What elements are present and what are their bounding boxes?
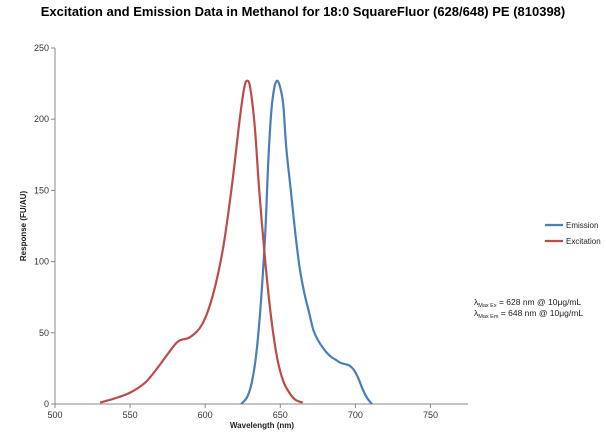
x-tick-label: 550	[123, 410, 138, 420]
y-tick-label: 100	[34, 257, 49, 267]
x-tick-label: 750	[423, 410, 438, 420]
chart-title: Excitation and Emission Data in Methanol…	[41, 4, 566, 19]
legend-label-excitation: Excitation	[566, 237, 601, 246]
lambda-max-annotation: λMax Ex = 628 nm @ 10μg/mL	[474, 297, 582, 309]
series-line-emission	[240, 79, 373, 405]
y-tick-label: 250	[34, 43, 49, 53]
legend-label-emission: Emission	[566, 221, 598, 230]
legend: Emission Excitation	[545, 221, 601, 246]
x-tick-label: 500	[47, 410, 62, 420]
x-tick-label: 700	[348, 410, 363, 420]
x-tick-label: 650	[273, 410, 288, 420]
y-tick-label: 200	[34, 114, 49, 124]
y-tick-label: 150	[34, 185, 49, 195]
y-axis-label: Response (FU/AU)	[19, 191, 28, 262]
x-axis-label: Wavelength (nm)	[230, 421, 294, 430]
axes: 0 50 100 150 200 250 500 550 600 650 700 750	[34, 43, 468, 420]
lambda-max-annotation: λMax Em = 648 nm @ 10μg/mL	[474, 308, 583, 320]
y-tick-label: 0	[44, 399, 49, 409]
series-line-excitation	[99, 79, 304, 404]
x-tick-label: 600	[198, 410, 213, 420]
series-group	[99, 79, 373, 405]
y-tick-label: 50	[39, 328, 49, 338]
